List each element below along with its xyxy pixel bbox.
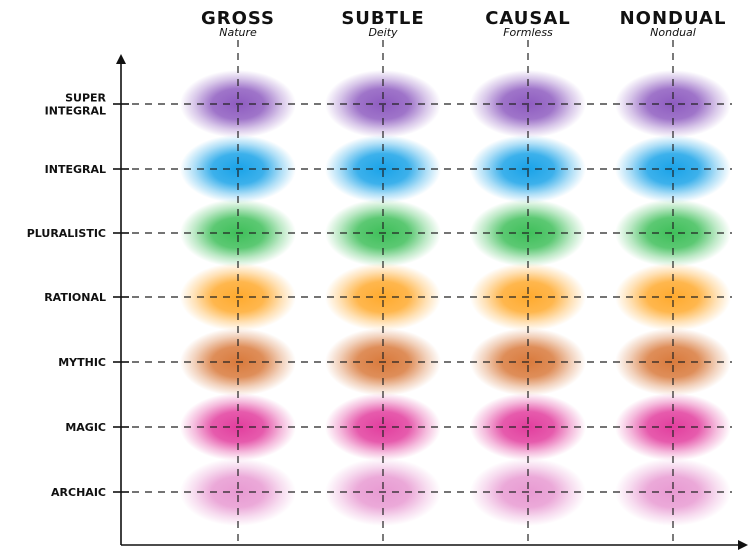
row-labels: SUPERINTEGRALINTEGRALPLURALISTICRATIONAL… <box>27 92 107 500</box>
blob-r5-c4 <box>615 328 731 396</box>
column-subtitle: Deity <box>368 26 398 39</box>
blob-r4-c4 <box>615 263 731 331</box>
column-subtitle: Nature <box>219 26 257 39</box>
column-title: CAUSAL <box>485 8 571 29</box>
column-gridlines <box>237 40 674 545</box>
row-label: RATIONAL <box>44 291 106 304</box>
blob-r7-c4 <box>615 458 731 526</box>
row-label: SUPER <box>65 92 106 105</box>
axes <box>116 54 748 550</box>
x-axis-arrow-icon <box>738 540 748 550</box>
row-gridlines <box>113 103 732 493</box>
column-title: NONDUAL <box>620 8 727 29</box>
color-blobs <box>180 70 731 526</box>
row-label: INTEGRAL <box>45 163 106 176</box>
row-label: MAGIC <box>65 421 106 434</box>
blob-r6-c4 <box>615 393 731 461</box>
column-subtitle: Formless <box>503 26 553 39</box>
y-axis-arrow-icon <box>116 54 126 64</box>
column-title: SUBTLE <box>341 8 424 29</box>
row-label: INTEGRAL <box>45 105 106 118</box>
column-title: GROSS <box>201 8 275 29</box>
blob-r2-c4 <box>615 135 731 203</box>
column-subtitle: Nondual <box>650 26 696 39</box>
blob-r1-c4 <box>615 70 731 138</box>
row-label: ARCHAIC <box>51 486 106 499</box>
row-label: PLURALISTIC <box>27 227 106 240</box>
blob-r3-c4 <box>615 199 731 267</box>
row-label: MYTHIC <box>58 356 106 369</box>
